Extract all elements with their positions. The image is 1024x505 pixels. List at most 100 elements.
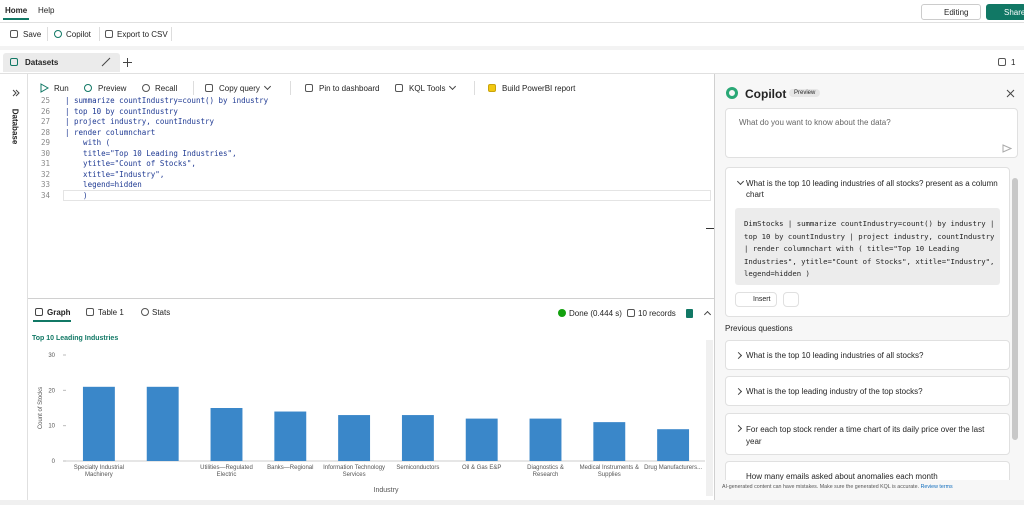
code-block xyxy=(735,208,1000,285)
line-number: 27 xyxy=(40,117,50,126)
bar xyxy=(401,415,434,461)
sidebar-label[interactable]: Database xyxy=(10,108,20,145)
dataset-tab-label: Datasets xyxy=(25,58,59,67)
menu-tab[interactable]: Home xyxy=(5,6,28,15)
review-terms-link[interactable]: Review terms xyxy=(920,484,953,490)
question-text: What is the top 10 leading industries of… xyxy=(746,179,998,199)
clipboard-icon[interactable] xyxy=(686,309,693,318)
previous-question-text: What is the top 10 leading industries of… xyxy=(746,351,924,360)
query-action[interactable]: KQL Tools xyxy=(409,84,446,93)
save-icon xyxy=(10,30,18,38)
edit-icon[interactable] xyxy=(100,56,112,68)
bar xyxy=(529,418,562,461)
divider xyxy=(0,73,1024,74)
copilot-title: Copilot xyxy=(745,87,787,101)
toolbar-item[interactable]: Copilot xyxy=(66,30,91,39)
separator xyxy=(99,27,100,41)
x-tick-label: Banks—Regional xyxy=(267,465,314,471)
query-action[interactable]: Preview xyxy=(98,84,127,93)
previous-question[interactable] xyxy=(725,340,1010,370)
editing-button[interactable] xyxy=(921,4,981,20)
code-line: ) xyxy=(65,190,88,200)
graph-icon xyxy=(35,308,43,316)
x-tick-label: Semiconductors xyxy=(396,465,440,471)
records-icon xyxy=(627,309,635,317)
answer-code: DimStocks | summarize countIndustry=coun… xyxy=(744,219,995,278)
divider xyxy=(0,22,1024,23)
code-line: ytitle="Count of Stocks", xyxy=(65,159,196,168)
menu-tab[interactable]: Help xyxy=(38,6,55,15)
chart-title: Top 10 Leading Industries xyxy=(32,335,119,342)
query-action[interactable]: Run xyxy=(54,84,69,93)
y-tick-label: 0 xyxy=(52,459,56,465)
line-number: 33 xyxy=(40,180,50,189)
divider xyxy=(28,298,714,299)
code-editor[interactable]: 25 | summarize countIndustry=count() by i… xyxy=(28,97,714,297)
line-number: 32 xyxy=(40,169,50,179)
code-line: with ( xyxy=(65,138,111,147)
query-action[interactable]: Recall xyxy=(155,84,178,93)
previous-question[interactable] xyxy=(725,461,1010,480)
share-button[interactable] xyxy=(986,4,1024,20)
query-action[interactable]: Copy query xyxy=(219,84,260,93)
code-line: | summarize countIndustry=count() by ind… xyxy=(65,97,269,105)
previous-question[interactable] xyxy=(725,413,1010,455)
share-label: Share xyxy=(1004,8,1024,17)
bar xyxy=(465,418,498,461)
chat-placeholder: What do you want to know about the data? xyxy=(739,118,891,127)
close-button[interactable] xyxy=(1006,89,1015,98)
toolbar-item[interactable]: Save xyxy=(23,30,42,39)
line-number: 31 xyxy=(40,159,50,168)
tab-underline xyxy=(3,18,29,20)
toolbar-item[interactable]: Export to CSV xyxy=(117,30,168,39)
result-tab[interactable]: Graph xyxy=(47,308,71,317)
add-tab[interactable] xyxy=(122,57,133,68)
divider xyxy=(27,74,28,500)
recall-icon xyxy=(142,84,150,92)
separator xyxy=(193,81,194,95)
dropdown-chevron xyxy=(263,82,272,91)
query-action[interactable]: Build PowerBI report xyxy=(502,84,576,93)
bar xyxy=(146,386,179,461)
chat-input[interactable] xyxy=(725,108,1018,158)
previous-question-text: For each top stock render a time chart o… xyxy=(746,425,985,446)
disclaimer: AI-generated content can have mistakes. … xyxy=(722,484,953,490)
bar xyxy=(210,408,243,461)
dataset-tab[interactable] xyxy=(3,53,120,72)
tab-underline xyxy=(33,320,71,322)
code-line: legend=hidden xyxy=(65,180,142,189)
copy-icon xyxy=(205,84,213,92)
insert-label: Insert xyxy=(753,296,771,303)
y-axis-label: Count of Stocks xyxy=(38,387,44,429)
bar xyxy=(82,386,115,461)
bar xyxy=(593,422,626,461)
editor-marker xyxy=(706,228,714,229)
y-tick-label: 30 xyxy=(48,353,55,359)
preview-badge: Preview xyxy=(789,89,821,97)
insert-button[interactable] xyxy=(735,292,777,307)
x-axis-label: Industry xyxy=(374,487,399,494)
separator xyxy=(290,81,291,95)
table-icon xyxy=(86,308,94,316)
result-tab[interactable]: Stats xyxy=(152,308,171,317)
page-count: 1 xyxy=(1011,58,1016,67)
code-line: | project industry, countIndustry xyxy=(65,117,215,126)
scrollbar[interactable] xyxy=(706,340,713,496)
expand-sidebar[interactable] xyxy=(11,88,21,98)
copilot-scrollbar[interactable] xyxy=(1012,178,1018,440)
previous-question[interactable] xyxy=(725,376,1010,406)
line-number: 28 xyxy=(40,127,50,137)
run-icon xyxy=(40,83,49,93)
line-number: 26 xyxy=(40,106,50,116)
query-action[interactable]: Pin to dashboard xyxy=(319,84,380,93)
previous-question-text: What is the top leading industry of the … xyxy=(746,387,923,396)
dropdown-chevron xyxy=(448,82,457,91)
result-tab[interactable]: Table 1 xyxy=(98,308,124,317)
kql-icon xyxy=(395,84,403,92)
copy-button[interactable] xyxy=(783,292,799,307)
stats-icon xyxy=(141,308,149,316)
copilot-icon xyxy=(54,30,62,38)
previous-question-clipped: How many emails asked about anomalies ea… xyxy=(725,461,1010,480)
send-button[interactable] xyxy=(1002,144,1012,153)
